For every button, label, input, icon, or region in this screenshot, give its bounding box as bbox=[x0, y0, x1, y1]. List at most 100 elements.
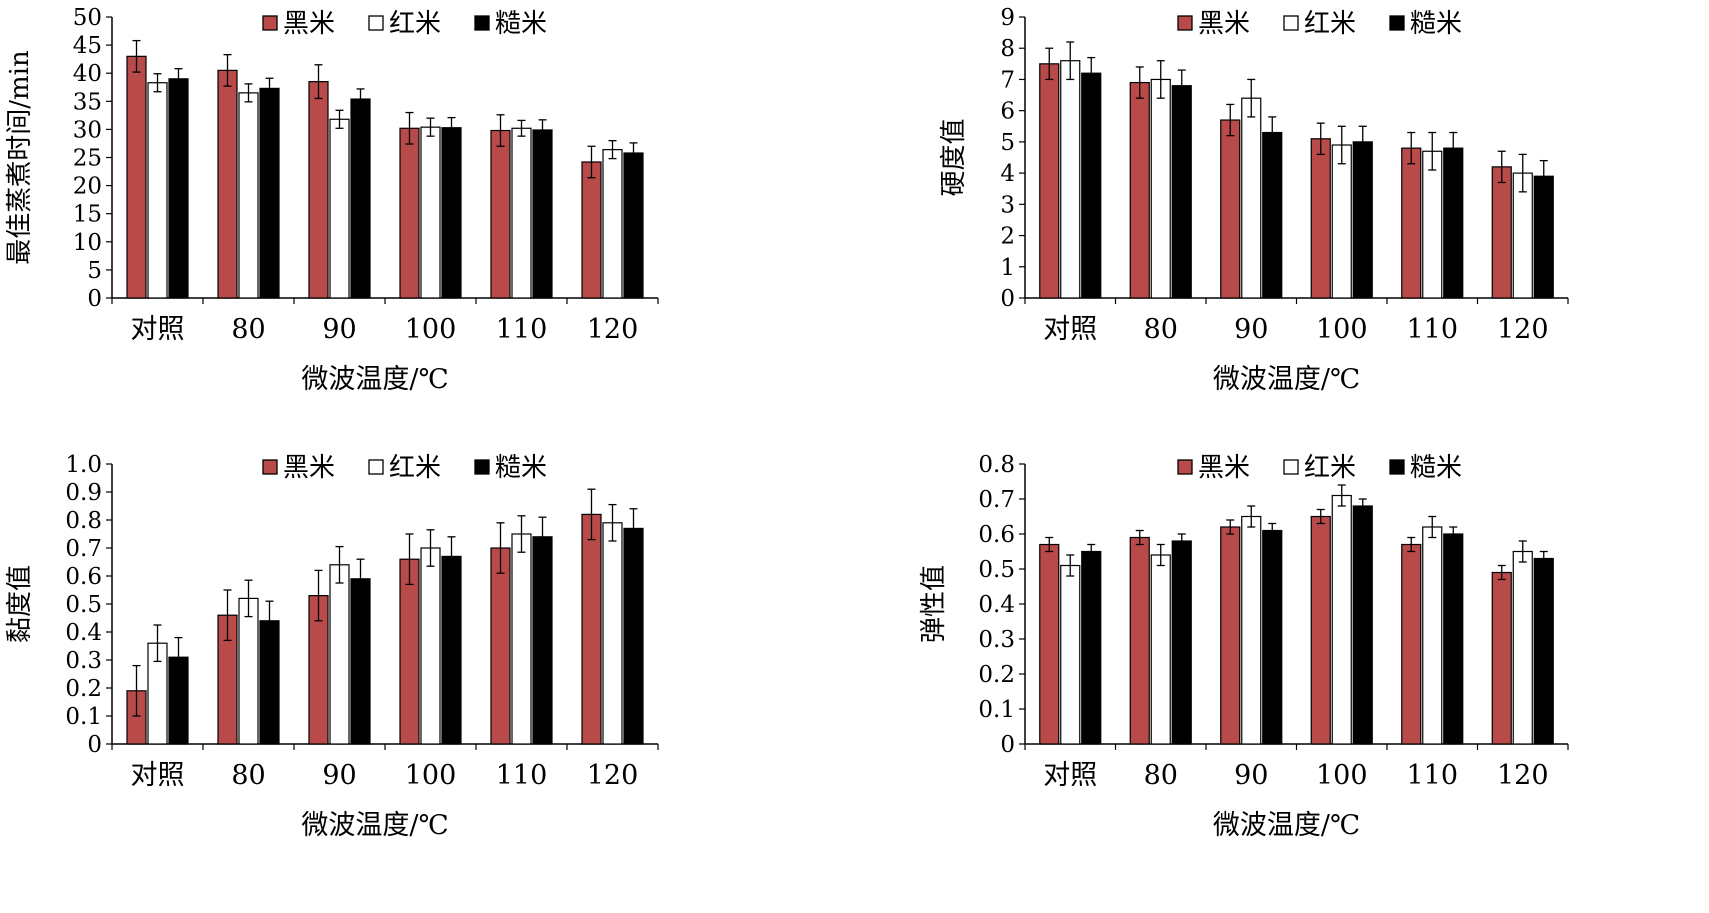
error-bar bbox=[405, 111, 414, 145]
error-bar bbox=[335, 545, 344, 584]
x-tick-label: 90 bbox=[1234, 314, 1268, 345]
error-bar bbox=[1539, 159, 1548, 193]
x-tick-label: 120 bbox=[587, 314, 639, 345]
legend-swatch bbox=[1389, 15, 1405, 31]
bar bbox=[350, 578, 371, 745]
y-tick-label: 0 bbox=[87, 286, 102, 312]
bar bbox=[1060, 564, 1081, 745]
bar bbox=[602, 522, 623, 745]
x-tick-label: 120 bbox=[587, 760, 639, 791]
x-axis-title: 微波温度/℃ bbox=[1213, 364, 1360, 395]
y-tick-label: 50 bbox=[73, 5, 102, 31]
x-tick-label: 对照 bbox=[1043, 314, 1097, 345]
x-tick-label: 120 bbox=[1497, 760, 1549, 791]
bar bbox=[441, 127, 462, 299]
legend-swatch bbox=[1389, 459, 1405, 475]
error-bar bbox=[1539, 550, 1548, 567]
error-bar bbox=[1066, 554, 1075, 577]
y-tick-label: 15 bbox=[73, 202, 102, 228]
error-bar bbox=[1156, 60, 1165, 99]
error-bar bbox=[1135, 66, 1144, 99]
y-tick-label: 20 bbox=[73, 174, 102, 200]
y-tick-label: 10 bbox=[73, 230, 102, 256]
y-tick-label: 1.0 bbox=[65, 452, 102, 478]
error-bar bbox=[132, 39, 141, 73]
error-bar bbox=[496, 522, 505, 574]
bar bbox=[1491, 166, 1512, 299]
bar bbox=[623, 152, 644, 299]
error-bar bbox=[1497, 564, 1506, 581]
y-tick-label: 0.3 bbox=[978, 627, 1015, 653]
y-tick-label: 30 bbox=[73, 117, 102, 143]
error-bar bbox=[517, 119, 526, 137]
error-bar bbox=[517, 515, 526, 553]
error-bar bbox=[1407, 536, 1416, 553]
error-bar bbox=[153, 624, 162, 663]
error-bar bbox=[244, 83, 253, 103]
error-bar bbox=[1177, 69, 1186, 102]
bar bbox=[1512, 550, 1533, 745]
y-tick-label: 0.4 bbox=[978, 592, 1015, 618]
y-axis-title: 弹性值 bbox=[919, 565, 949, 643]
y-tick-label: 0.7 bbox=[978, 487, 1015, 513]
y-tick-label: 0.5 bbox=[978, 557, 1015, 583]
bar bbox=[238, 597, 259, 745]
error-bar bbox=[629, 142, 638, 164]
error-bar bbox=[426, 529, 435, 567]
legend: 黑米 红米 糙米 bbox=[1177, 9, 1462, 39]
error-bar bbox=[1135, 529, 1144, 546]
bar bbox=[168, 78, 189, 299]
bar bbox=[1150, 554, 1171, 745]
bar bbox=[532, 536, 553, 745]
error-bar bbox=[629, 508, 638, 549]
legend-label: 黑米 bbox=[283, 453, 335, 483]
error-bar bbox=[1358, 498, 1367, 514]
bar bbox=[581, 161, 602, 299]
error-bar bbox=[132, 664, 141, 717]
bar bbox=[1401, 543, 1422, 745]
error-bar bbox=[1407, 131, 1416, 165]
bar bbox=[1401, 147, 1422, 299]
bar bbox=[399, 127, 420, 299]
error-bar bbox=[1358, 125, 1367, 159]
bar bbox=[1171, 540, 1192, 745]
bar bbox=[1171, 85, 1192, 299]
bar bbox=[1331, 144, 1352, 299]
error-bar bbox=[1337, 484, 1346, 507]
error-bar bbox=[496, 114, 505, 147]
legend-label: 黑米 bbox=[1198, 453, 1250, 483]
error-bar bbox=[1087, 543, 1096, 560]
y-tick-label: 2 bbox=[1000, 224, 1015, 250]
error-bar bbox=[1247, 78, 1256, 118]
y-tick-label: 7 bbox=[1000, 67, 1015, 93]
legend-label: 红米 bbox=[1304, 9, 1356, 39]
x-tick-label: 对照 bbox=[131, 314, 185, 345]
error-bar bbox=[1518, 153, 1527, 193]
error-bar bbox=[608, 139, 617, 160]
legend-swatch bbox=[1283, 15, 1299, 31]
legend-label: 糙米 bbox=[495, 9, 547, 39]
error-bar bbox=[265, 600, 274, 642]
bar bbox=[1331, 494, 1352, 745]
y-tick-label: 35 bbox=[73, 89, 102, 115]
error-bar bbox=[1156, 543, 1165, 567]
y-tick-label: 0.4 bbox=[65, 620, 102, 646]
error-bar bbox=[244, 579, 253, 618]
error-bar bbox=[538, 119, 547, 141]
error-bar bbox=[1518, 540, 1527, 563]
y-tick-label: 4 bbox=[1000, 161, 1015, 187]
y-tick-label: 40 bbox=[73, 61, 102, 87]
legend-swatch bbox=[262, 15, 278, 31]
bar bbox=[602, 149, 623, 299]
legend-swatch bbox=[262, 459, 278, 475]
y-tick-label: 0.8 bbox=[978, 452, 1015, 478]
error-bar bbox=[1316, 122, 1325, 156]
error-bar bbox=[608, 503, 617, 542]
bar bbox=[1060, 60, 1081, 299]
bar bbox=[329, 564, 350, 745]
error-bar bbox=[587, 145, 596, 179]
bar bbox=[490, 129, 511, 299]
error-bar bbox=[538, 516, 547, 558]
bar bbox=[1262, 131, 1283, 299]
error-bar bbox=[174, 636, 183, 678]
